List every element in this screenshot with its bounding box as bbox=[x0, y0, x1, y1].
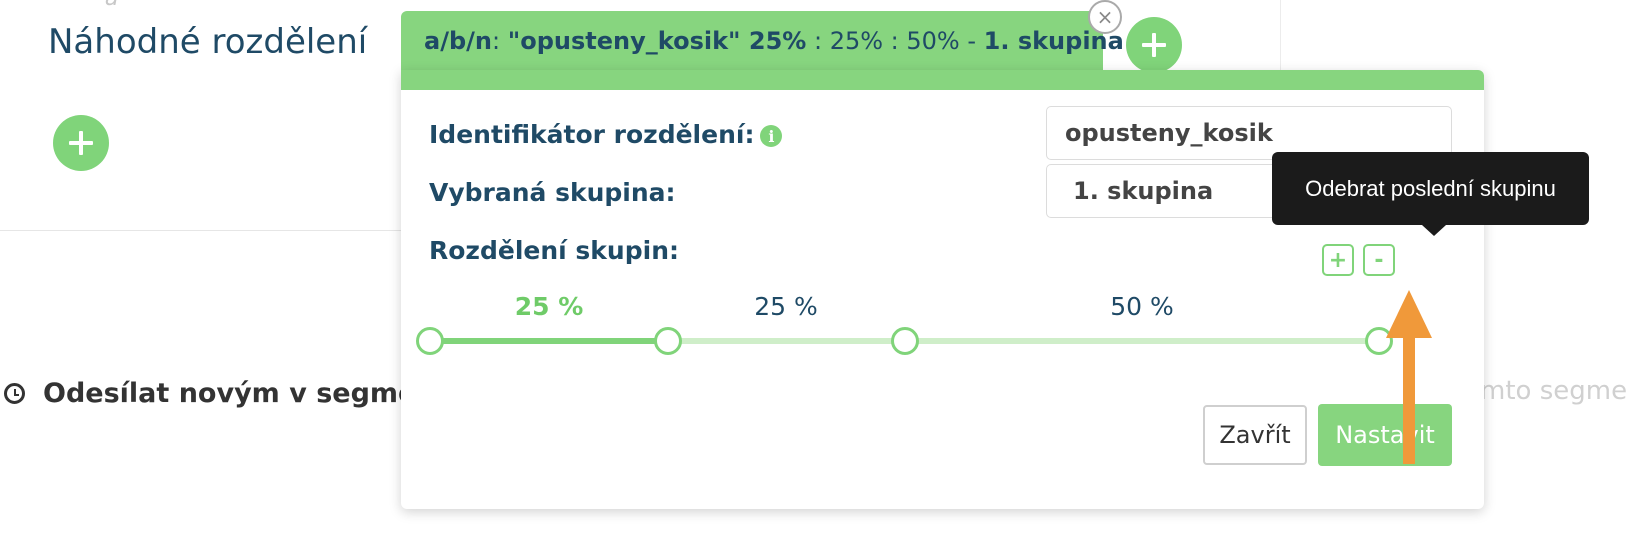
send-option-label: Odesílat novým v segmen bbox=[43, 378, 436, 409]
clock-icon bbox=[4, 383, 25, 404]
remove-group-button[interactable]: - bbox=[1363, 244, 1395, 276]
slider-handle-end[interactable] bbox=[1365, 327, 1393, 355]
identifier-input[interactable]: opusteny_kosik bbox=[1046, 106, 1452, 160]
right-hint: mto segme bbox=[1480, 376, 1626, 406]
close-tab-icon[interactable]: × bbox=[1088, 0, 1122, 34]
add-tab-button[interactable] bbox=[1126, 17, 1182, 73]
tab-prefix: a/b/n bbox=[424, 26, 492, 55]
tab-rest: : 25% : 50% - bbox=[806, 26, 984, 55]
add-rule-button[interactable] bbox=[53, 115, 109, 171]
add-group-button[interactable]: + bbox=[1322, 244, 1354, 276]
slider-handle-start[interactable] bbox=[416, 327, 444, 355]
segment-label-1: 25 % bbox=[514, 292, 584, 321]
set-button[interactable]: Nastavit bbox=[1318, 404, 1452, 466]
send-option-row: Odesílat novým v segmen bbox=[4, 378, 436, 409]
close-button[interactable]: Zavřít bbox=[1203, 405, 1307, 465]
popup-header-bar bbox=[401, 70, 1484, 90]
slider-handle-2[interactable] bbox=[891, 327, 919, 355]
top-hint: - a - bbox=[90, 0, 133, 11]
split-label: Rozdělení skupin: bbox=[429, 236, 679, 265]
slider-active-segment bbox=[430, 338, 668, 344]
segment-label-2: 25 % bbox=[754, 292, 818, 321]
split-popup: Identifikátor rozdělení: i opusteny_kosik… bbox=[401, 70, 1484, 509]
split-tab[interactable]: a/b/n: "opusteny_kosik" 25% : 25% : 50% … bbox=[401, 11, 1124, 70]
tab-colon: : bbox=[492, 26, 501, 55]
group-label: Vybraná skupina: bbox=[429, 178, 676, 207]
section-title: Náhodné rozdělení bbox=[48, 22, 368, 62]
slider-handle-1[interactable] bbox=[654, 327, 682, 355]
identifier-label-text: Identifikátor rozdělení: bbox=[429, 120, 755, 149]
segment-label-3: 50 % bbox=[1110, 292, 1174, 321]
identifier-label: Identifikátor rozdělení: i bbox=[429, 120, 783, 149]
tooltip-pointer bbox=[1422, 225, 1446, 236]
remove-group-tooltip: Odebrat poslední skupinu bbox=[1272, 152, 1589, 225]
orange-arrow-annotation bbox=[1386, 290, 1432, 464]
info-icon[interactable]: i bbox=[760, 125, 783, 147]
tab-identifier: "opusteny_kosik" 25% bbox=[507, 26, 807, 55]
